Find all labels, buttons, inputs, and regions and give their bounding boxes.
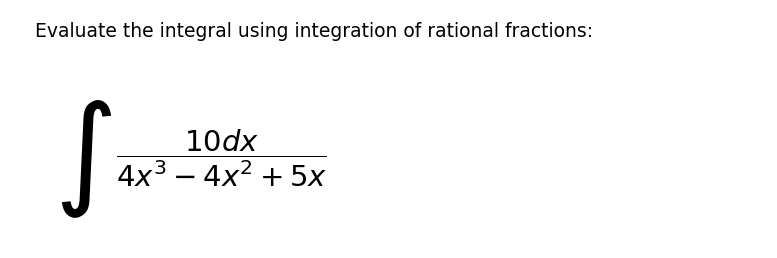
Text: $\dfrac{10dx}{4x^3 - 4x^2 + 5x}$: $\dfrac{10dx}{4x^3 - 4x^2 + 5x}$ — [116, 128, 327, 189]
Text: $\int$: $\int$ — [54, 98, 112, 220]
Text: Evaluate the integral using integration of rational fractions:: Evaluate the integral using integration … — [35, 22, 593, 41]
